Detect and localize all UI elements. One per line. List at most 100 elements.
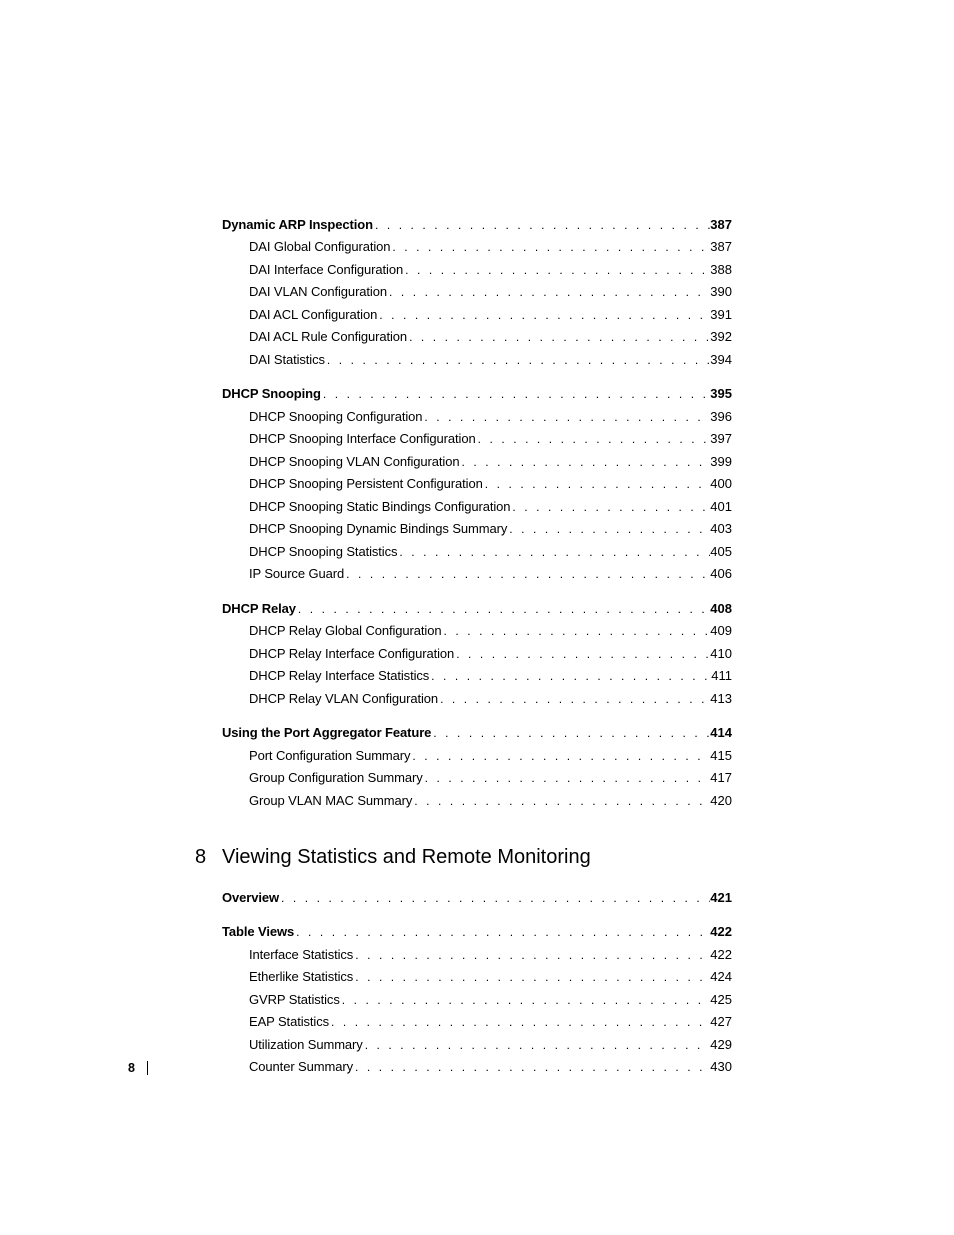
toc-page-number: 425: [710, 993, 732, 1007]
toc-title-wrap: Dynamic ARP Inspection. . . . . . . . . …: [222, 218, 710, 232]
toc-page-number: 408: [710, 602, 732, 616]
toc-title-wrap: Using the Port Aggregator Feature. . . .…: [222, 726, 710, 740]
toc-title-wrap: Etherlike Statistics. . . . . . . . . . …: [222, 970, 710, 984]
toc-item: DHCP Snooping Interface Configuration. .…: [222, 432, 732, 446]
toc-title: Dynamic ARP Inspection: [222, 218, 373, 232]
toc-page-number: 422: [710, 948, 732, 962]
toc-page-number: 411: [711, 669, 732, 683]
toc-title-wrap: Interface Statistics. . . . . . . . . . …: [222, 948, 710, 962]
toc-leader: . . . . . . . . . . . . . . . . . . . . …: [422, 411, 710, 424]
toc-leader: . . . . . . . . . . . . . . . . . . . . …: [510, 501, 710, 514]
toc-title-wrap: DHCP Relay Interface Configuration. . . …: [222, 647, 710, 661]
toc-page-number: 405: [710, 545, 732, 559]
toc-section-head: DHCP Snooping. . . . . . . . . . . . . .…: [222, 387, 732, 401]
toc-leader: . . . . . . . . . . . . . . . . . . . . …: [459, 456, 710, 469]
page: Dynamic ARP Inspection . . . . . . . . . …: [0, 0, 954, 1235]
toc-leader: . . . . . . . . . . . . . . . . . . . . …: [410, 750, 710, 763]
toc-page-number: 414: [710, 726, 732, 740]
toc-page-number: 415: [710, 749, 732, 763]
toc-page-number: 387: [710, 218, 732, 232]
toc-page-number: 430: [710, 1060, 732, 1074]
toc-title-wrap: Group Configuration Summary. . . . . . .…: [222, 771, 710, 785]
toc-title-wrap: DHCP Snooping Persistent Configuration. …: [222, 477, 710, 491]
toc-title-wrap: DAI Interface Configuration. . . . . . .…: [222, 263, 710, 277]
toc-title-wrap: Counter Summary. . . . . . . . . . . . .…: [222, 1060, 710, 1074]
chapter-title: Viewing Statistics and Remote Monitoring: [222, 846, 591, 869]
chapter-number: 8: [195, 846, 222, 869]
toc-leader: . . . . . . . . . . . . . . . . . . . . …: [431, 727, 710, 740]
toc-title-wrap: DAI Global Configuration. . . . . . . . …: [222, 240, 710, 254]
toc-leader: . . . . . . . . . . . . . . . . . . . . …: [390, 241, 710, 254]
toc-leader: . . . . . . . . . . . . . . . . . . . . …: [407, 331, 710, 344]
toc-title-wrap: Utilization Summary. . . . . . . . . . .…: [222, 1038, 710, 1052]
toc-page-number: 413: [710, 692, 732, 706]
toc-title: Group VLAN MAC Summary: [249, 794, 412, 808]
toc-page-number: 388: [710, 263, 732, 277]
toc-title: Counter Summary: [249, 1060, 353, 1074]
toc-leader: . . . . . . . . . . . . . . . . . . . . …: [397, 546, 710, 559]
toc-title: Interface Statistics: [249, 948, 353, 962]
toc-leader: . . . . . . . . . . . . . . . . . . . . …: [483, 478, 711, 491]
toc-leader: . . . . . . . . . . . . . . . . . . . . …: [412, 795, 710, 808]
toc-page-number: 403: [710, 522, 732, 536]
toc-title-wrap: DHCP Snooping Dynamic Bindings Summary. …: [222, 522, 710, 536]
toc-item: DHCP Relay VLAN Configuration. . . . . .…: [222, 692, 732, 706]
toc-leader: . . . . . . . . . . . . . . . . . . . . …: [454, 648, 710, 661]
toc-page-number: 399: [710, 455, 732, 469]
toc-title-wrap: GVRP Statistics. . . . . . . . . . . . .…: [222, 993, 710, 1007]
toc-title: Utilization Summary: [249, 1038, 363, 1052]
toc-title: DAI Interface Configuration: [249, 263, 403, 277]
toc-item: Port Configuration Summary. . . . . . . …: [222, 749, 732, 763]
toc-leader: . . . . . . . . . . . . . . . . . . . . …: [353, 949, 710, 962]
toc-section-head: Table Views. . . . . . . . . . . . . . .…: [222, 925, 732, 939]
toc-title: DHCP Snooping Configuration: [249, 410, 422, 424]
toc-section-head: Overview. . . . . . . . . . . . . . . . …: [222, 891, 732, 905]
toc-title-wrap: DAI Statistics. . . . . . . . . . . . . …: [222, 353, 710, 367]
toc-item: Counter Summary. . . . . . . . . . . . .…: [222, 1060, 732, 1074]
toc-page-number: 391: [710, 308, 732, 322]
toc-title: DHCP Relay Interface Configuration: [249, 647, 454, 661]
toc-leader: . . . . . . . . . . . . . . . . . . . . …: [438, 693, 710, 706]
toc-page-number: 395: [710, 387, 732, 401]
toc-title: DHCP Snooping Persistent Configuration: [249, 477, 483, 491]
toc-leader: . . . . . . . . . . . . . . . . . . . . …: [329, 1016, 710, 1029]
toc-leader: . . . . . . . . . . . . . . . . . . . . …: [429, 670, 711, 683]
toc-leader: . . . . . . . . . . . . . . . . . . . . …: [344, 568, 710, 581]
toc-page-number: 394: [710, 353, 732, 367]
toc-title: DAI Global Configuration: [249, 240, 390, 254]
toc-leader: . . . . . . . . . . . . . . . . . . . . …: [340, 994, 711, 1007]
toc-page-number: 396: [710, 410, 732, 424]
toc-leader: . . . . . . . . . . . . . . . . . . . . …: [507, 523, 710, 536]
toc-item: DAI Global Configuration. . . . . . . . …: [222, 240, 732, 254]
table-of-contents: Dynamic ARP Inspection . . . . . . . . . …: [222, 218, 732, 1075]
toc-title: DHCP Relay Interface Statistics: [249, 669, 429, 683]
toc-title-wrap: DHCP Relay VLAN Configuration. . . . . .…: [222, 692, 710, 706]
toc-leader: . . . . . . . . . . . . . . . . . . . . …: [377, 309, 710, 322]
toc-page-number: 401: [710, 500, 732, 514]
toc-page-number: 400: [710, 477, 732, 491]
toc-item: DHCP Relay Global Configuration. . . . .…: [222, 624, 732, 638]
toc-leader: . . . . . . . . . . . . . . . . . . . . …: [353, 971, 710, 984]
toc-page-number: 422: [710, 925, 732, 939]
toc-item: Group VLAN MAC Summary. . . . . . . . . …: [222, 794, 732, 808]
toc-title-wrap: DHCP Relay Interface Statistics. . . . .…: [222, 669, 711, 683]
section-gap: [222, 590, 732, 602]
toc-page-number: 429: [710, 1038, 732, 1052]
toc-section-head: Dynamic ARP Inspection. . . . . . . . . …: [222, 218, 732, 232]
toc-page-number: 410: [710, 647, 732, 661]
toc-leader: . . . . . . . . . . . . . . . . . . . . …: [373, 219, 710, 232]
toc-item: DAI ACL Configuration. . . . . . . . . .…: [222, 308, 732, 322]
toc-leader: . . . . . . . . . . . . . . . . . . . . …: [325, 354, 710, 367]
footer-separator: [147, 1061, 148, 1075]
toc-leader: . . . . . . . . . . . . . . . . . . . . …: [321, 388, 710, 401]
toc-item: DHCP Snooping Static Bindings Configurat…: [222, 500, 732, 514]
toc-leader: . . . . . . . . . . . . . . . . . . . . …: [423, 772, 711, 785]
toc-page-number: 392: [710, 330, 732, 344]
toc-title-wrap: Port Configuration Summary. . . . . . . …: [222, 749, 710, 763]
toc-page-number: 421: [710, 891, 732, 905]
toc-item: Group Configuration Summary. . . . . . .…: [222, 771, 732, 785]
toc-item: DHCP Snooping Dynamic Bindings Summary. …: [222, 522, 732, 536]
toc-title-wrap: DAI ACL Rule Configuration. . . . . . . …: [222, 330, 710, 344]
toc-title-wrap: IP Source Guard. . . . . . . . . . . . .…: [222, 567, 710, 581]
toc-title-wrap: DHCP Snooping Interface Configuration. .…: [222, 432, 710, 446]
